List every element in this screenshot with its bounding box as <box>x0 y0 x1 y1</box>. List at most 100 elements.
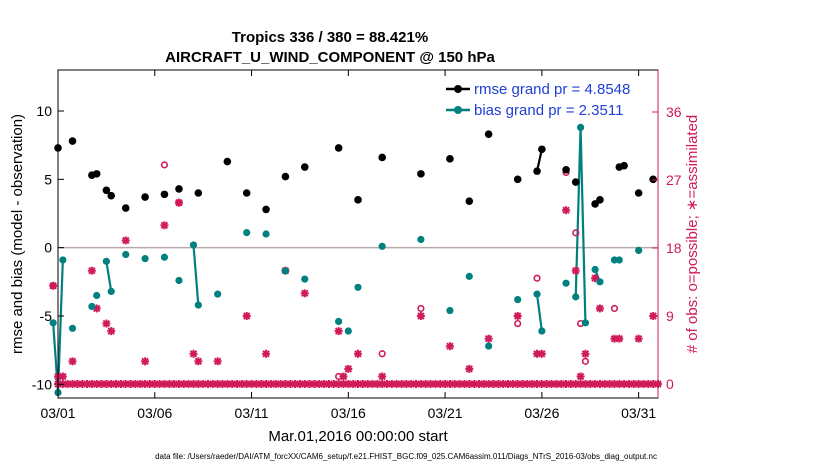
rmse-point <box>649 175 657 184</box>
star-core <box>90 268 94 273</box>
obs-assimilated-point <box>344 364 353 373</box>
star-core <box>215 359 220 364</box>
star-core <box>336 329 341 333</box>
obs-assimilated-point <box>213 357 222 366</box>
y-right-tick-label: 36 <box>666 104 682 120</box>
legend-box <box>442 78 654 122</box>
legend-bias-label: bias grand pr = 2.3511 <box>474 102 623 119</box>
plot-area <box>58 70 658 398</box>
obs-assimilated-point <box>160 221 169 230</box>
bias-point <box>189 241 198 249</box>
bias-point <box>596 278 604 286</box>
rmse-point <box>484 130 493 139</box>
star-core <box>196 359 201 364</box>
star-core <box>636 336 641 341</box>
rmse-point <box>68 137 77 145</box>
bias-point <box>576 123 585 131</box>
x-tick-label: 03/11 <box>235 405 269 421</box>
bias-point <box>59 256 67 264</box>
obs-assimilated-point <box>58 372 67 381</box>
star-core <box>593 276 597 281</box>
legend: rmse grand pr = 4.8548 bias grand pr = 2… <box>442 78 654 122</box>
star-core <box>104 321 109 326</box>
star-core <box>162 223 167 228</box>
star-core <box>123 238 128 243</box>
x-tick-label: 03/31 <box>621 405 656 421</box>
obs-assimilated-point <box>571 266 580 275</box>
bias-point <box>160 253 169 261</box>
star-core <box>448 344 452 349</box>
bias-point <box>301 275 309 283</box>
legend-rmse-label: rmse grand pr = 4.8548 <box>474 81 630 98</box>
obs-possible-point <box>378 350 386 358</box>
bias-point <box>214 290 222 298</box>
obs-assimilated-point <box>416 312 425 320</box>
y-left-tick-label: 10 <box>36 103 52 119</box>
rmse-point <box>446 155 454 163</box>
obs-possible-point <box>160 161 169 169</box>
bias-point <box>446 306 454 315</box>
rmse-point <box>334 144 343 152</box>
bias-point <box>538 327 546 335</box>
obs-possible-point <box>49 282 57 290</box>
bias-point <box>243 229 251 237</box>
star-core <box>467 367 472 371</box>
rmse-point <box>538 145 546 154</box>
star-core <box>61 374 65 379</box>
bias-point <box>572 293 580 301</box>
rmse-point <box>465 197 474 205</box>
y-axis-right-ticks: 0 9 18 27 36 <box>652 104 682 392</box>
star-core <box>264 351 268 356</box>
star-core <box>302 291 307 296</box>
bias-point <box>335 317 343 326</box>
bias-point <box>514 296 522 304</box>
obs-assimilated-point <box>537 349 546 358</box>
obs-possible-point <box>514 319 522 328</box>
bias-point <box>465 272 473 280</box>
star-core <box>573 268 578 273</box>
y-right-tick-label: 0 <box>666 376 674 392</box>
obs-assimilated-point <box>107 327 116 336</box>
rmse-point <box>242 189 251 197</box>
y-left-tick-label: -10 <box>32 376 52 392</box>
star-core <box>598 306 602 311</box>
bias-point <box>485 342 493 350</box>
rmse-point <box>378 153 386 162</box>
chart-subtitle: AIRCRAFT_U_WIND_COMPONENT @ 150 hPa <box>165 49 495 66</box>
rmse-point <box>562 165 570 174</box>
rmse-point <box>513 175 522 184</box>
star-core <box>244 314 249 318</box>
bias-point <box>591 265 599 274</box>
star-core <box>191 351 196 356</box>
obs-assimilated-point <box>141 357 150 366</box>
bias-point <box>49 319 57 327</box>
chart-title: Tropics 336 / 380 = 88.421% <box>232 29 428 46</box>
obs-assimilated-point <box>595 304 604 313</box>
star-core <box>617 336 622 341</box>
bias-segment <box>535 293 543 332</box>
bias-segment <box>105 261 113 292</box>
star-core <box>51 283 55 288</box>
rmse-point <box>223 157 232 166</box>
y-axis-right-label: # of obs: o=possible; ∗=assimilated <box>684 115 701 354</box>
obs-possible-point <box>335 372 343 381</box>
bias-segment <box>579 127 587 323</box>
obs-assimilated-point <box>121 236 130 245</box>
rmse-point <box>533 167 541 175</box>
bias-point <box>262 230 270 238</box>
bias-point <box>417 235 425 244</box>
bias-point <box>107 287 115 295</box>
obs-assimilated-point <box>194 357 203 366</box>
rmse-point <box>194 189 203 197</box>
star-core <box>143 359 147 364</box>
rmse-point <box>300 163 309 171</box>
data-file-note: data file: /Users/raeder/DAI/ATM_forcXX/… <box>155 452 657 461</box>
bias-point <box>562 279 570 287</box>
x-tick-label: 03/06 <box>137 405 172 421</box>
star-core <box>341 374 346 379</box>
obs-possible-point <box>572 229 580 237</box>
bias-point <box>68 324 77 332</box>
rmse-point <box>160 190 169 199</box>
star-core <box>70 359 75 364</box>
bias-point <box>194 301 202 309</box>
